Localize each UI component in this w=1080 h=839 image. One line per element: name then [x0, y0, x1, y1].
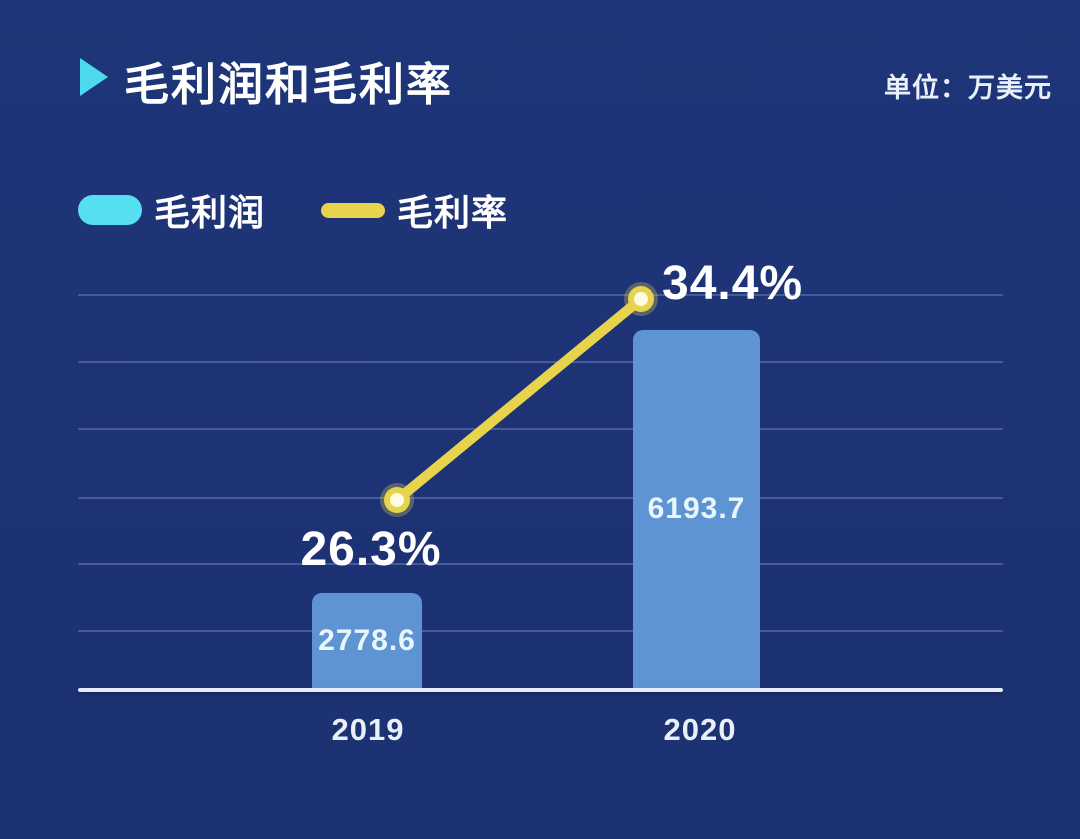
- x-axis-label-2019: 2019: [331, 712, 405, 747]
- gridline: [78, 497, 1003, 499]
- legend-label-gross-profit: 毛利润: [154, 192, 266, 233]
- bar-value-2020: 6193.7: [647, 492, 746, 525]
- title-triangle-icon: [80, 58, 108, 96]
- line-marker-2019: [380, 483, 414, 517]
- legend-item-gross-margin: 毛利率: [321, 184, 508, 236]
- x-axis-label-2020: 2020: [663, 712, 737, 747]
- line-marker-2020: [624, 282, 658, 316]
- gridline: [78, 563, 1003, 565]
- bar-value-2019: 2778.6: [318, 623, 416, 657]
- margin-label-2019: 26.3%: [300, 523, 442, 576]
- gridline: [78, 294, 1003, 296]
- bar-2020: 6193.7: [633, 330, 760, 688]
- legend-line-swatch: [321, 202, 386, 218]
- legend-label-gross-margin: 毛利率: [397, 192, 509, 233]
- gridline: [78, 630, 1003, 632]
- x-axis-line: [78, 688, 1003, 692]
- legend-item-gross-profit: 毛利润: [78, 184, 265, 236]
- page-title: 毛利润和毛利率: [124, 59, 454, 110]
- gross-margin-line: [380, 282, 658, 517]
- chart-area: 2778.6 6193.7 26.3% 34.4% 2019 2020: [78, 257, 1003, 747]
- gridline: [78, 428, 1003, 430]
- unit-label: 单位：万美元: [884, 73, 1052, 103]
- legend: 毛利润 毛利率: [78, 184, 508, 236]
- legend-bar-swatch: [78, 195, 142, 225]
- gridline: [78, 361, 1003, 363]
- bar-2019: 2778.6: [312, 593, 422, 688]
- margin-label-2020: 34.4%: [662, 257, 804, 310]
